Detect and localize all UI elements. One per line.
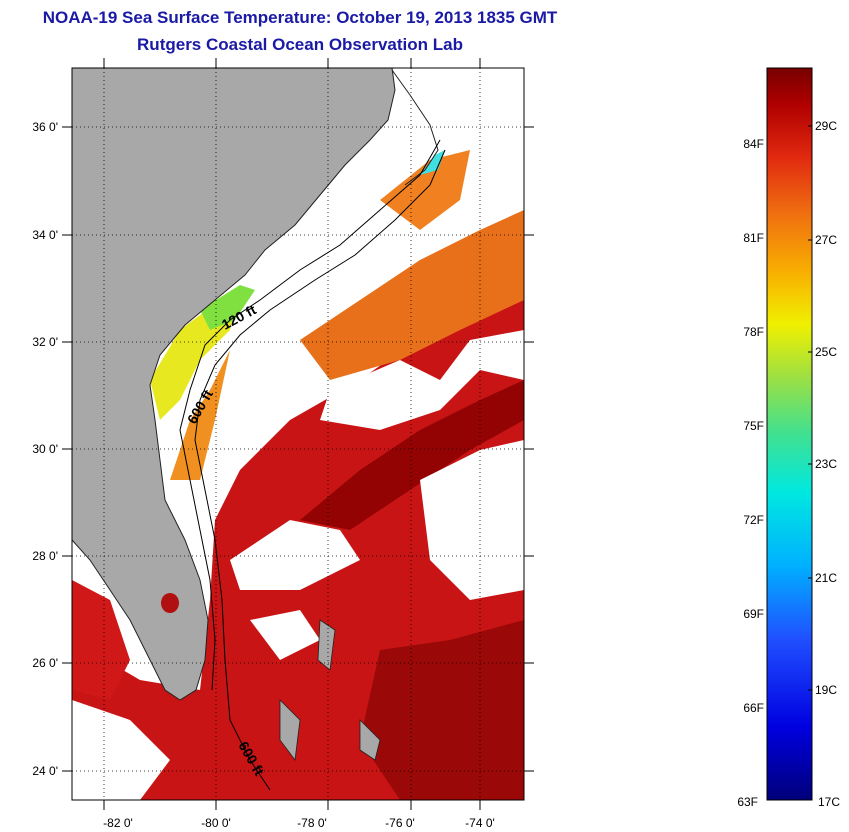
colorbar-c-label: 21C (815, 571, 837, 585)
colorbar-c-label: 19C (815, 683, 837, 697)
colorbar-f-label: 84F (743, 137, 764, 151)
colorbar-c-label: 17C (818, 795, 840, 809)
cloud-patch (320, 330, 524, 430)
colorbar (766, 67, 813, 801)
colorbar-c-label: 27C (815, 233, 837, 247)
lat-label: 32 0' (32, 335, 58, 349)
cloud-patch (420, 440, 524, 600)
lat-label: 34 0' (32, 228, 58, 242)
lat-label: 26 0' (32, 656, 58, 670)
lat-label: 30 0' (32, 442, 58, 456)
lon-label: -80 0' (201, 816, 231, 830)
sst-gulf-stream-core (300, 380, 524, 530)
sst-west-red (72, 580, 130, 700)
frame-ticks (62, 58, 534, 810)
colorbar-c-label: 25C (815, 345, 837, 359)
map-frame (71, 67, 525, 801)
colorbar-f-label: 72F (743, 513, 764, 527)
sst-shelf-green (200, 285, 255, 330)
colorbar-f-label: 63F (737, 795, 758, 809)
lon-label: -82 0' (103, 816, 133, 830)
cloud-patch (230, 520, 360, 590)
colorbar-f-label: 75F (743, 419, 764, 433)
sst-shelf-orange (170, 350, 230, 480)
graticule (72, 68, 524, 800)
lat-label: 28 0' (32, 549, 58, 563)
colorbar-c-label: 23C (815, 457, 837, 471)
colorbar-c-label: 29C (815, 119, 837, 133)
land-southeast-us (72, 68, 396, 701)
land-bahamas (279, 619, 381, 762)
sst-southeast-dark (360, 620, 524, 800)
contour-600ft (194, 149, 446, 791)
colorbar-c-ticks (808, 125, 812, 691)
lat-label: 24 0' (32, 764, 58, 778)
colorbar-f-label: 69F (743, 607, 764, 621)
map-area (72, 68, 524, 800)
map-subtitle: Rutgers Coastal Ocean Observation Lab (137, 35, 463, 54)
colorbar-f-label: 81F (743, 231, 764, 245)
lon-label: -74 0' (465, 816, 495, 830)
map-title: NOAA-19 Sea Surface Temperature: October… (42, 8, 558, 27)
colorbar-f-label: 66F (743, 701, 764, 715)
lat-label: 36 0' (32, 120, 58, 134)
lake-okeechobee (161, 593, 179, 613)
contour-120ft (179, 139, 441, 691)
cloud-patch (250, 610, 320, 660)
lon-label: -78 0' (297, 816, 327, 830)
cloud-patch (72, 700, 170, 800)
sst-northern-orange (300, 210, 524, 380)
colorbar-f-label: 78F (743, 325, 764, 339)
lon-label: -76 0' (385, 816, 415, 830)
